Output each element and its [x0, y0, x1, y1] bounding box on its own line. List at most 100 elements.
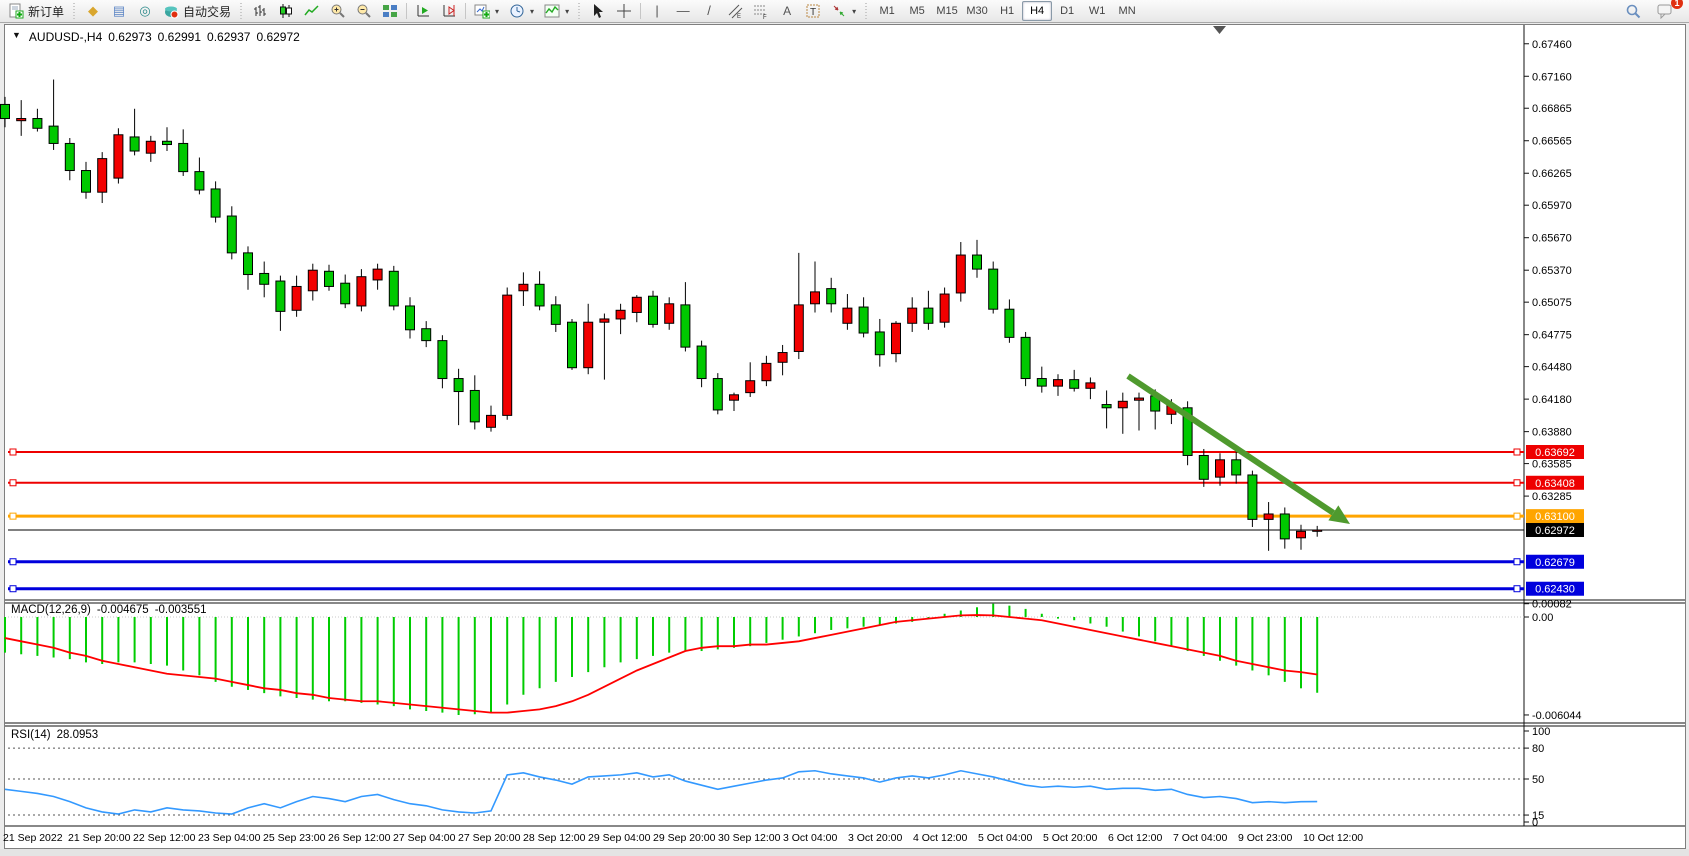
cursor-button[interactable] — [585, 0, 611, 22]
line-handle[interactable] — [1513, 558, 1521, 566]
autotrade-icon — [163, 3, 179, 19]
time-axis-label: 29 Sep 04:00 — [588, 832, 651, 844]
indicators-button[interactable]: ▾ — [539, 0, 574, 22]
autotrade-label: 自动交易 — [183, 4, 232, 19]
candle-body — [340, 282, 351, 305]
periods-button[interactable]: ▾ — [504, 0, 539, 22]
candle-body — [664, 303, 675, 324]
price-level-badge[interactable] — [1526, 523, 1584, 538]
candle-body — [113, 134, 124, 179]
trend-arrow-line[interactable] — [1126, 373, 1336, 516]
toolbar-grip — [576, 3, 584, 19]
ohlc-high: 0.62991 — [157, 30, 202, 44]
candle-body — [680, 304, 691, 348]
auto-scroll-button[interactable] — [410, 0, 436, 22]
line-handle[interactable] — [9, 448, 17, 456]
rsi-axis-label: 80 — [1532, 743, 1544, 755]
candle-body — [1020, 336, 1031, 380]
tf-m5-button[interactable]: M5 — [909, 5, 925, 17]
channel-button[interactable]: E — [722, 0, 748, 22]
search-button[interactable] — [1620, 0, 1646, 22]
chart-shift-button[interactable] — [436, 0, 462, 22]
line-handle[interactable] — [1513, 585, 1521, 593]
ohlc-close: 0.62972 — [256, 30, 300, 44]
chevron-down-icon: ▾ — [530, 6, 535, 16]
zoom-out-button[interactable] — [351, 0, 377, 22]
time-axis-label: 3 Oct 20:00 — [848, 832, 902, 844]
trend-arrow-head[interactable] — [1328, 505, 1350, 524]
rsi-axis-label: 50 — [1532, 774, 1544, 786]
tf-d1-button[interactable]: D1 — [1060, 5, 1075, 17]
trendline-button[interactable]: / — [696, 0, 722, 22]
toolbar-separator — [406, 3, 408, 19]
tf-m15-button[interactable]: M15 — [936, 5, 958, 17]
time-axis-label: 5 Oct 04:00 — [978, 832, 1032, 844]
crosshair-button[interactable] — [611, 0, 637, 22]
line-handle[interactable] — [1513, 512, 1521, 520]
tf-mn-button[interactable]: MN — [1118, 5, 1136, 17]
bar-chart-button[interactable] — [247, 0, 273, 22]
candle-body — [275, 280, 286, 312]
line-handle[interactable] — [1513, 448, 1521, 456]
price-level-badge-label: 0.63408 — [1535, 478, 1575, 490]
tf-m1-button[interactable]: M1 — [879, 5, 895, 17]
new-order-button[interactable]: 新订单 — [3, 0, 69, 22]
chart-symbol-period: AUDUSD-,H4 — [28, 30, 103, 44]
chart-collapse-icon[interactable]: ▼ — [12, 30, 21, 40]
candle-body — [518, 283, 529, 292]
tf-h1-button[interactable]: H1 — [1000, 5, 1015, 17]
candle-body — [923, 307, 934, 324]
svg-text:T: T — [810, 7, 816, 18]
time-axis-label: 29 Sep 20:00 — [653, 832, 716, 844]
autotrade-button[interactable]: 自动交易 — [158, 0, 236, 22]
chevron-down-icon: ▾ — [495, 6, 500, 16]
fibonacci-button[interactable]: F — [748, 0, 774, 22]
price-axis-label: 0.66265 — [1532, 168, 1572, 180]
text-label-icon: T — [805, 3, 821, 19]
price-level-badge[interactable] — [1526, 445, 1584, 459]
macd-signal-line — [4, 614, 1318, 714]
navigator-button[interactable]: ◎ — [132, 0, 158, 22]
price-level-badge[interactable] — [1526, 509, 1584, 524]
text-button[interactable]: A — [774, 0, 800, 22]
tf-w1-button[interactable]: W1 — [1088, 5, 1106, 17]
new-chart-button[interactable]: ▾ — [469, 0, 504, 22]
rsi-axis-label: 15 — [1532, 810, 1544, 822]
text-label-button[interactable]: T — [800, 0, 826, 22]
candle-body — [1198, 454, 1209, 480]
notifications-button[interactable]: 1 — [1652, 0, 1683, 22]
price-level-badge-label: 0.62972 — [1535, 525, 1575, 537]
price-level-badge[interactable] — [1526, 581, 1584, 596]
candlestick-chart-button[interactable] — [273, 0, 299, 22]
line-handle[interactable] — [9, 512, 17, 520]
line-chart-button[interactable] — [299, 0, 325, 22]
equidistant-channel-icon: E — [727, 3, 743, 19]
tf-h4-button[interactable]: H4 — [1022, 1, 1053, 21]
chart-shift-marker[interactable] — [1213, 26, 1226, 34]
zoom-in-icon — [330, 3, 346, 19]
time-axis-label: 28 Sep 12:00 — [523, 832, 586, 844]
macd-axis-label: 0.00 — [1532, 612, 1553, 624]
line-handle[interactable] — [9, 558, 17, 566]
rsi-axis-label: 0 — [1532, 817, 1538, 829]
text-icon: A — [783, 4, 792, 18]
vertical-line-button[interactable]: | — [644, 0, 670, 22]
shapes-button[interactable]: ▾ — [826, 0, 861, 22]
market-watch-button[interactable]: ◆ — [80, 0, 106, 22]
line-handle[interactable] — [9, 479, 17, 487]
price-axis-label: 0.67160 — [1532, 71, 1572, 83]
price-level-badge[interactable] — [1526, 554, 1584, 569]
ohlc-low: 0.62937 — [207, 30, 251, 44]
candle-body — [1279, 513, 1290, 540]
data-window-button[interactable]: ▤ — [106, 0, 132, 22]
tf-m30-button[interactable]: M30 — [966, 5, 988, 17]
line-handle[interactable] — [9, 585, 17, 593]
tile-windows-button[interactable] — [377, 0, 403, 22]
candle-body — [696, 345, 707, 380]
line-handle[interactable] — [1513, 479, 1521, 487]
horizontal-line-button[interactable]: — — [670, 0, 696, 22]
price-level-badge[interactable] — [1526, 475, 1584, 490]
zoom-in-button[interactable] — [325, 0, 351, 22]
